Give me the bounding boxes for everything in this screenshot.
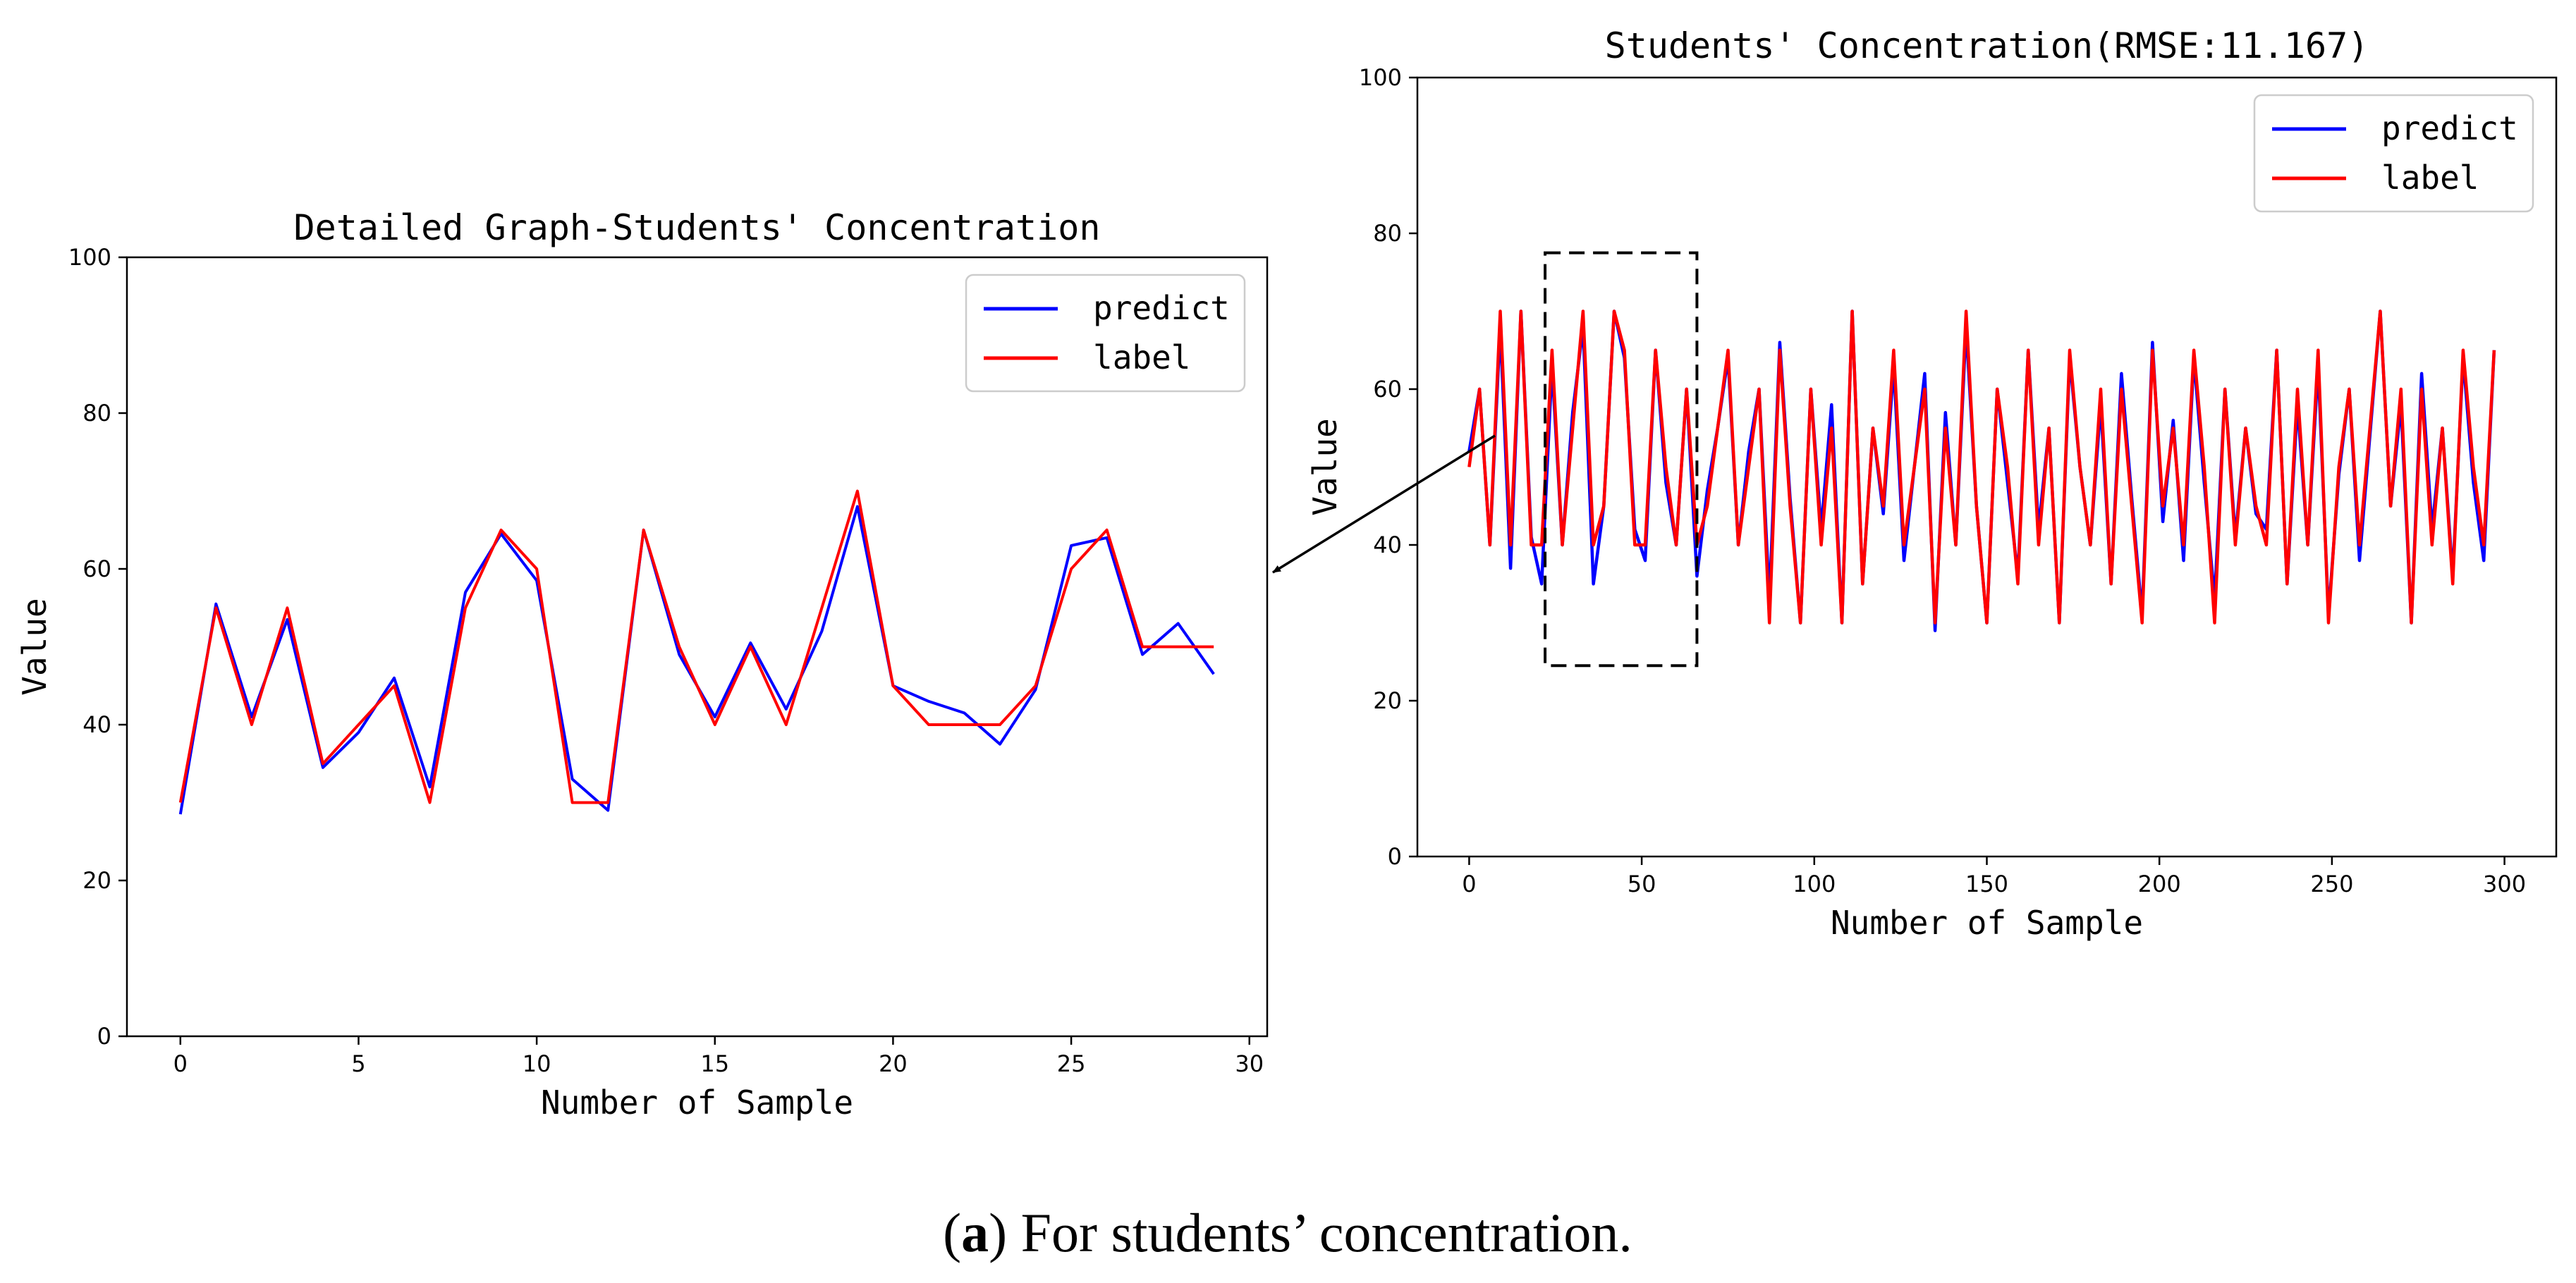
y-tick-label: 100	[1359, 64, 1402, 91]
legend-label-predict: predict	[1093, 289, 1230, 327]
x-tick-label: 150	[1965, 871, 2008, 897]
legend-box	[2253, 94, 2534, 213]
overview-chart: Students' Concentration(RMSE:11.167) 0 50…	[1306, 25, 2558, 942]
series-line-label	[1467, 309, 2496, 625]
series-line-label	[178, 489, 1214, 804]
zoom-region-box	[1544, 251, 1699, 668]
x-tick-label: 10	[523, 1050, 551, 1077]
x-tick-label: 100	[1793, 871, 1836, 897]
x-tick-label: 5	[351, 1050, 365, 1077]
y-tick-label: 40	[1373, 532, 1402, 558]
x-tick-label: 300	[2483, 871, 2526, 897]
x-tick-label: 0	[1462, 871, 1476, 897]
series-line-predict	[1467, 309, 2496, 632]
detailed-chart: Detailed Graph-Students' Concentration 0…	[16, 207, 1269, 1122]
x-tick-label: 50	[1628, 871, 1656, 897]
y-tick-label: 80	[1373, 220, 1402, 247]
detailed-chart-title: Detailed Graph-Students' Concentration	[294, 207, 1101, 248]
y-tick-label: 40	[83, 711, 111, 738]
detailed-chart-xlabel: Number of Sample	[541, 1084, 853, 1122]
y-tick-label: 0	[97, 1023, 111, 1050]
y-tick-label: 60	[83, 555, 111, 582]
detailed-chart-series	[178, 489, 1215, 815]
zoom-arrow	[1272, 434, 1496, 574]
overview-chart-title: Students' Concentration(RMSE:11.167)	[1605, 25, 2369, 66]
y-tick-label: 20	[1373, 687, 1402, 714]
detailed-chart-ylabel: Value	[16, 598, 54, 695]
detailed-chart-axes: 0 5 10 15 20 25 30 0 20 40 60 80 100	[68, 244, 1264, 1077]
overview-chart-frame	[1416, 76, 2558, 858]
x-tick-label: 20	[879, 1050, 908, 1077]
x-tick-label: 250	[2310, 871, 2353, 897]
x-tick-label: 0	[173, 1050, 188, 1077]
x-tick-label: 15	[700, 1050, 729, 1077]
overview-chart-xlabel: Number of Sample	[1831, 904, 2143, 942]
y-tick-label: 0	[1388, 843, 1402, 870]
y-tick-label: 20	[83, 867, 111, 894]
y-tick-label: 80	[83, 400, 111, 426]
overview-chart-ylabel: Value	[1306, 418, 1344, 515]
caption-letter: a	[961, 1202, 989, 1263]
legend-box	[965, 274, 1246, 393]
overview-chart-series	[1467, 309, 2496, 632]
detailed-chart-legend: predict label	[965, 274, 1246, 393]
x-tick-label: 25	[1057, 1050, 1086, 1077]
overview-chart-legend: predict label	[2253, 94, 2534, 213]
legend-label-label: label	[1093, 338, 1190, 376]
legend-label-label: label	[2381, 159, 2479, 197]
x-tick-label: 200	[2138, 871, 2181, 897]
x-tick-label: 30	[1235, 1050, 1264, 1077]
caption-text: For students’ concentration.	[1007, 1202, 1632, 1263]
y-tick-label: 100	[68, 244, 111, 271]
figure-caption: (a) For students’ concentration.	[943, 1202, 1632, 1263]
series-line-predict	[178, 505, 1215, 815]
legend-label-predict: predict	[2381, 109, 2518, 147]
y-tick-label: 60	[1373, 376, 1402, 403]
overview-chart-axes: 0 50 100 150 200 250 300 0 20 40 60 80 100	[1359, 64, 2526, 897]
detailed-chart-frame	[126, 256, 1269, 1038]
